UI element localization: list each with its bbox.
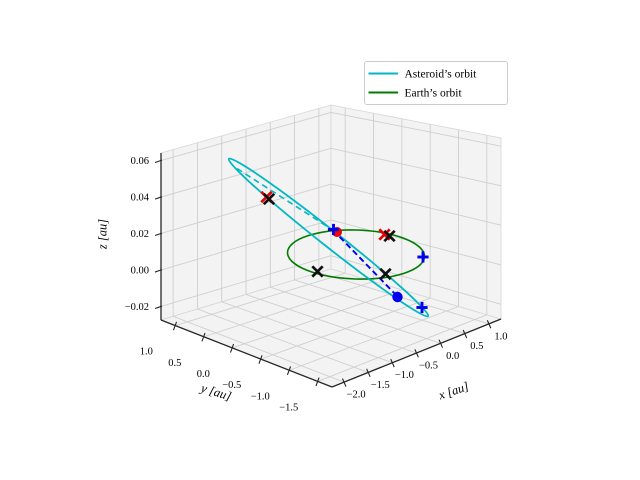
y-tick-label: −1.5 — [279, 402, 298, 413]
x-tick-label: −2.0 — [347, 390, 366, 401]
y-tick-mark — [286, 366, 292, 376]
black-x-marker-stroke — [383, 229, 396, 243]
blue-plus-marker — [327, 223, 340, 236]
grid-line-y-floor — [260, 297, 431, 360]
y-tick-mark — [229, 343, 235, 353]
black-x-marker-stroke — [379, 267, 392, 281]
y-axis-spine — [160, 319, 333, 388]
legend-label-asteroid: Asteroid’s orbit — [405, 69, 478, 81]
z-tick-label: 0.06 — [131, 156, 149, 167]
x-tick-mark — [414, 349, 419, 358]
grid-line-y-floor — [232, 289, 402, 349]
x-tick-mark — [462, 329, 468, 339]
grid-line-z-right — [330, 219, 502, 266]
y-tick-label: 0.5 — [168, 358, 181, 369]
black-x-marker — [311, 265, 324, 278]
red-x-marker-stroke — [378, 228, 391, 241]
grid-line-z-right — [330, 147, 502, 187]
node-dashed-line — [332, 229, 398, 297]
grid-line-x-floor — [270, 286, 441, 344]
legend-box — [364, 61, 508, 105]
blue-dot-marker — [392, 291, 403, 303]
tick-labels: −2.0 −1.5 −1.0 −0.5 0.0 0.5 1.0 1.0 0.5 0.0 −0.5 −1… — [125, 156, 508, 413]
grid-line-z-right — [330, 183, 502, 226]
z-tick-mark — [154, 159, 163, 164]
blue-plus-marker — [417, 251, 429, 263]
y-tick-label: 0.0 — [197, 369, 210, 380]
grid-line-z-left — [160, 183, 332, 234]
asteroid-axis-dashed-line — [236, 167, 333, 231]
x-tick-mark — [438, 339, 444, 348]
y-tick-label: 1.0 — [140, 347, 153, 358]
grid-line-x-floor — [221, 301, 393, 364]
y-tick-label: −1.0 — [251, 391, 270, 402]
x-tick-label: −1.5 — [371, 380, 390, 391]
z-tick-label: 0.02 — [131, 229, 149, 240]
black-x-marker — [383, 229, 396, 243]
x-axis-label: x [au] — [436, 379, 471, 403]
blue-plus-marker — [416, 301, 428, 314]
y-tick-mark — [258, 355, 263, 364]
z-tick-mark — [154, 305, 163, 309]
grid-line-x-floor — [294, 279, 465, 335]
z-tick-mark — [154, 269, 163, 273]
grid-lines — [160, 107, 502, 383]
grid-line-z-left — [160, 111, 332, 161]
y-tick-label: −0.5 — [222, 380, 241, 391]
grid-line-y-floor — [317, 314, 487, 382]
x-tick-label: −1.0 — [395, 370, 414, 381]
x-tick-mark — [366, 368, 371, 378]
orbit-markers — [260, 190, 429, 314]
x-tick-label: 0.0 — [446, 351, 459, 362]
grid-line-x-floor — [245, 294, 417, 354]
grid-line-y-floor — [203, 281, 374, 338]
y-tick-mark — [201, 332, 206, 342]
black-x-marker — [379, 267, 392, 281]
plot-panes — [159, 104, 503, 388]
x-tick-label: 0.5 — [470, 341, 483, 352]
grid-line-z-right — [330, 255, 502, 305]
x-tick-mark — [341, 378, 347, 387]
legend-label-earth: Earth’s orbit — [405, 88, 463, 100]
black-x-marker-stroke — [311, 265, 324, 278]
z-tick-label: −0.02 — [125, 302, 149, 313]
grid-line-x-floor — [318, 272, 490, 325]
x-tick-label: 1.0 — [494, 331, 507, 342]
z-tick-mark — [154, 196, 163, 200]
grid-line-y-floor — [175, 272, 346, 327]
grid-line-y-floor — [289, 306, 459, 371]
grid-line-z-left — [160, 255, 332, 307]
x-tick-mark — [390, 358, 395, 368]
x-tick-label: −0.5 — [419, 361, 438, 372]
z-tick-mark — [154, 232, 163, 237]
grid-line-z-right — [330, 111, 502, 147]
legend: Asteroid’s orbit Earth’s orbit — [364, 61, 508, 105]
black-x-marker — [262, 192, 276, 206]
z-axis-label: z [au] — [96, 219, 110, 250]
y-tick-mark — [315, 377, 320, 387]
x-tick-mark — [486, 320, 492, 329]
tick-marks — [154, 159, 492, 387]
z-tick-label: 0.04 — [131, 193, 150, 204]
grid-line-x-floor — [197, 308, 369, 373]
grid-line-z-left — [160, 147, 332, 198]
y-tick-mark — [172, 321, 178, 331]
grid-line-x-floor — [172, 315, 345, 383]
black-x-marker-stroke — [262, 192, 276, 206]
z-tick-label: 0.00 — [131, 266, 149, 277]
